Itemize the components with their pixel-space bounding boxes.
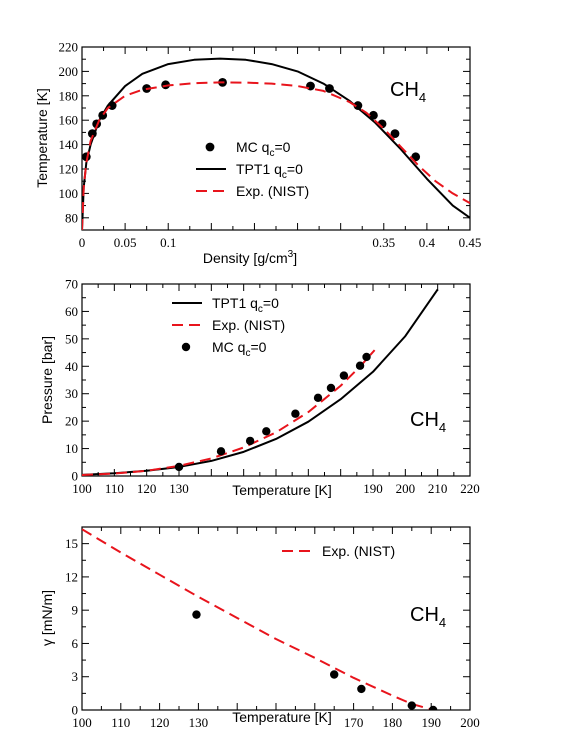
nist-curve: [82, 528, 434, 710]
legend-entry-label: MC qc=0: [236, 139, 291, 159]
y-axis-label: γ [mN/m]: [39, 590, 55, 646]
mc-data-point: [357, 684, 366, 694]
y-tick-label: 40: [65, 359, 78, 374]
y-tick-label: 220: [59, 40, 79, 55]
mc-data-point: [330, 670, 339, 679]
x-tick-label: 0.05: [114, 235, 137, 250]
y-tick-label: 180: [59, 88, 79, 103]
mc-data-point: [245, 436, 255, 446]
x-tick-label: 0: [79, 235, 86, 250]
panel-density-temperature: 0 0.05 0.1 0.35 0.4 0.45 80 100 120 140 160 180 200 2…: [34, 40, 481, 267]
y-tick-label: 120: [59, 162, 79, 177]
x-tick-label: 100: [72, 481, 92, 496]
y-axis-label: Temperature [K]: [34, 88, 50, 188]
x-axis-label: Density [g/cm3]: [203, 249, 297, 266]
x-tick-label: 210: [428, 481, 448, 496]
y-tick-label: 30: [65, 386, 78, 401]
x-tick-label: 0.45: [459, 235, 482, 250]
x-tick-label: 200: [396, 481, 416, 496]
legend-entry-label: Exp. (NIST): [212, 317, 285, 333]
x-tick-label: 110: [105, 481, 124, 496]
mc-data-point: [291, 409, 300, 418]
x-tick-label: 130: [169, 481, 189, 496]
mc-data-point: [407, 701, 416, 710]
x-tick-label: 0.4: [419, 235, 436, 250]
legend-entry-label: Exp. (NIST): [322, 543, 395, 559]
species-label: CH4: [410, 604, 446, 630]
mc-data-point: [313, 393, 323, 403]
y-tick-label: 12: [65, 569, 78, 584]
species-label: CH4: [390, 79, 426, 105]
panel-temperature-pressure: 100 110 120 130 190 200 210 220 0 10 20 30 40 50 60 70 T…: [39, 277, 480, 499]
mc-data-point: [428, 705, 438, 710]
species-label: CH4: [410, 409, 446, 435]
legend-entry-label: MC qc=0: [212, 339, 267, 359]
y-tick-label: 200: [59, 64, 79, 79]
y-tick-label: 3: [72, 669, 79, 684]
legend-entry-label: TPT1 qc=0: [212, 295, 279, 315]
mc-data-point: [192, 610, 201, 619]
y-tick-label: 15: [65, 536, 78, 551]
mc-data-point: [362, 352, 371, 362]
x-tick-label: 190: [363, 481, 383, 496]
y-tick-label: 10: [65, 441, 78, 456]
legend-entry-label: TPT1 qc=0: [236, 161, 303, 181]
x-tick-label: 0.35: [372, 235, 395, 250]
nist-curve: [82, 349, 376, 476]
legend-marker-mc: [205, 142, 215, 152]
x-tick-label: 170: [344, 715, 364, 730]
x-axis-label: Temperature [K]: [232, 482, 332, 498]
x-tick-label: 190: [421, 715, 441, 730]
x-tick-label: 0.1: [160, 235, 176, 250]
x-axis-label: Temperature [K]: [232, 709, 332, 725]
y-tick-label: 100: [59, 186, 79, 201]
mc-data-point: [369, 110, 378, 120]
y-tick-label: 0: [72, 703, 79, 718]
mc-data-point: [216, 447, 226, 456]
x-tick-label: 220: [460, 481, 480, 496]
x-tick-label: 120: [137, 481, 157, 496]
mc-data-point: [355, 361, 365, 370]
mc-data-point: [326, 383, 336, 393]
y-tick-label: 0: [72, 469, 79, 484]
x-tick-label: 110: [111, 715, 130, 730]
panel-temperature-surface-tension: 100 110 120 130 170 180 190 200 0 3 6 9 12 15 Temperat…: [39, 526, 480, 730]
y-axis-label: Pressure [bar]: [39, 336, 55, 424]
nist-curve: [82, 81, 470, 230]
mc-data-point: [306, 81, 315, 91]
legend-entry-label: Exp. (NIST): [236, 183, 309, 199]
y-tick-label: 140: [59, 137, 79, 152]
y-tick-label: 80: [65, 210, 78, 225]
y-tick-label: 160: [59, 113, 79, 128]
mc-data-point: [339, 371, 349, 380]
y-tick-label: 6: [72, 636, 79, 651]
y-tick-label: 60: [65, 304, 78, 319]
y-tick-label: 50: [65, 331, 78, 346]
x-tick-label: 180: [383, 715, 403, 730]
y-tick-label: 20: [65, 414, 78, 429]
x-tick-label: 120: [150, 715, 170, 730]
mc-data-point: [353, 101, 363, 110]
y-tick-label: 70: [65, 277, 78, 292]
y-tick-label: 9: [72, 603, 79, 618]
legend-marker-mc: [181, 342, 191, 352]
x-tick-label: 100: [72, 715, 92, 730]
mc-data-point: [390, 129, 400, 139]
x-tick-label: 130: [189, 715, 209, 730]
x-tick-label: 200: [460, 715, 480, 730]
mc-data-point: [174, 462, 184, 472]
mc-data-point: [262, 427, 271, 436]
plot-frame: [81, 283, 471, 477]
